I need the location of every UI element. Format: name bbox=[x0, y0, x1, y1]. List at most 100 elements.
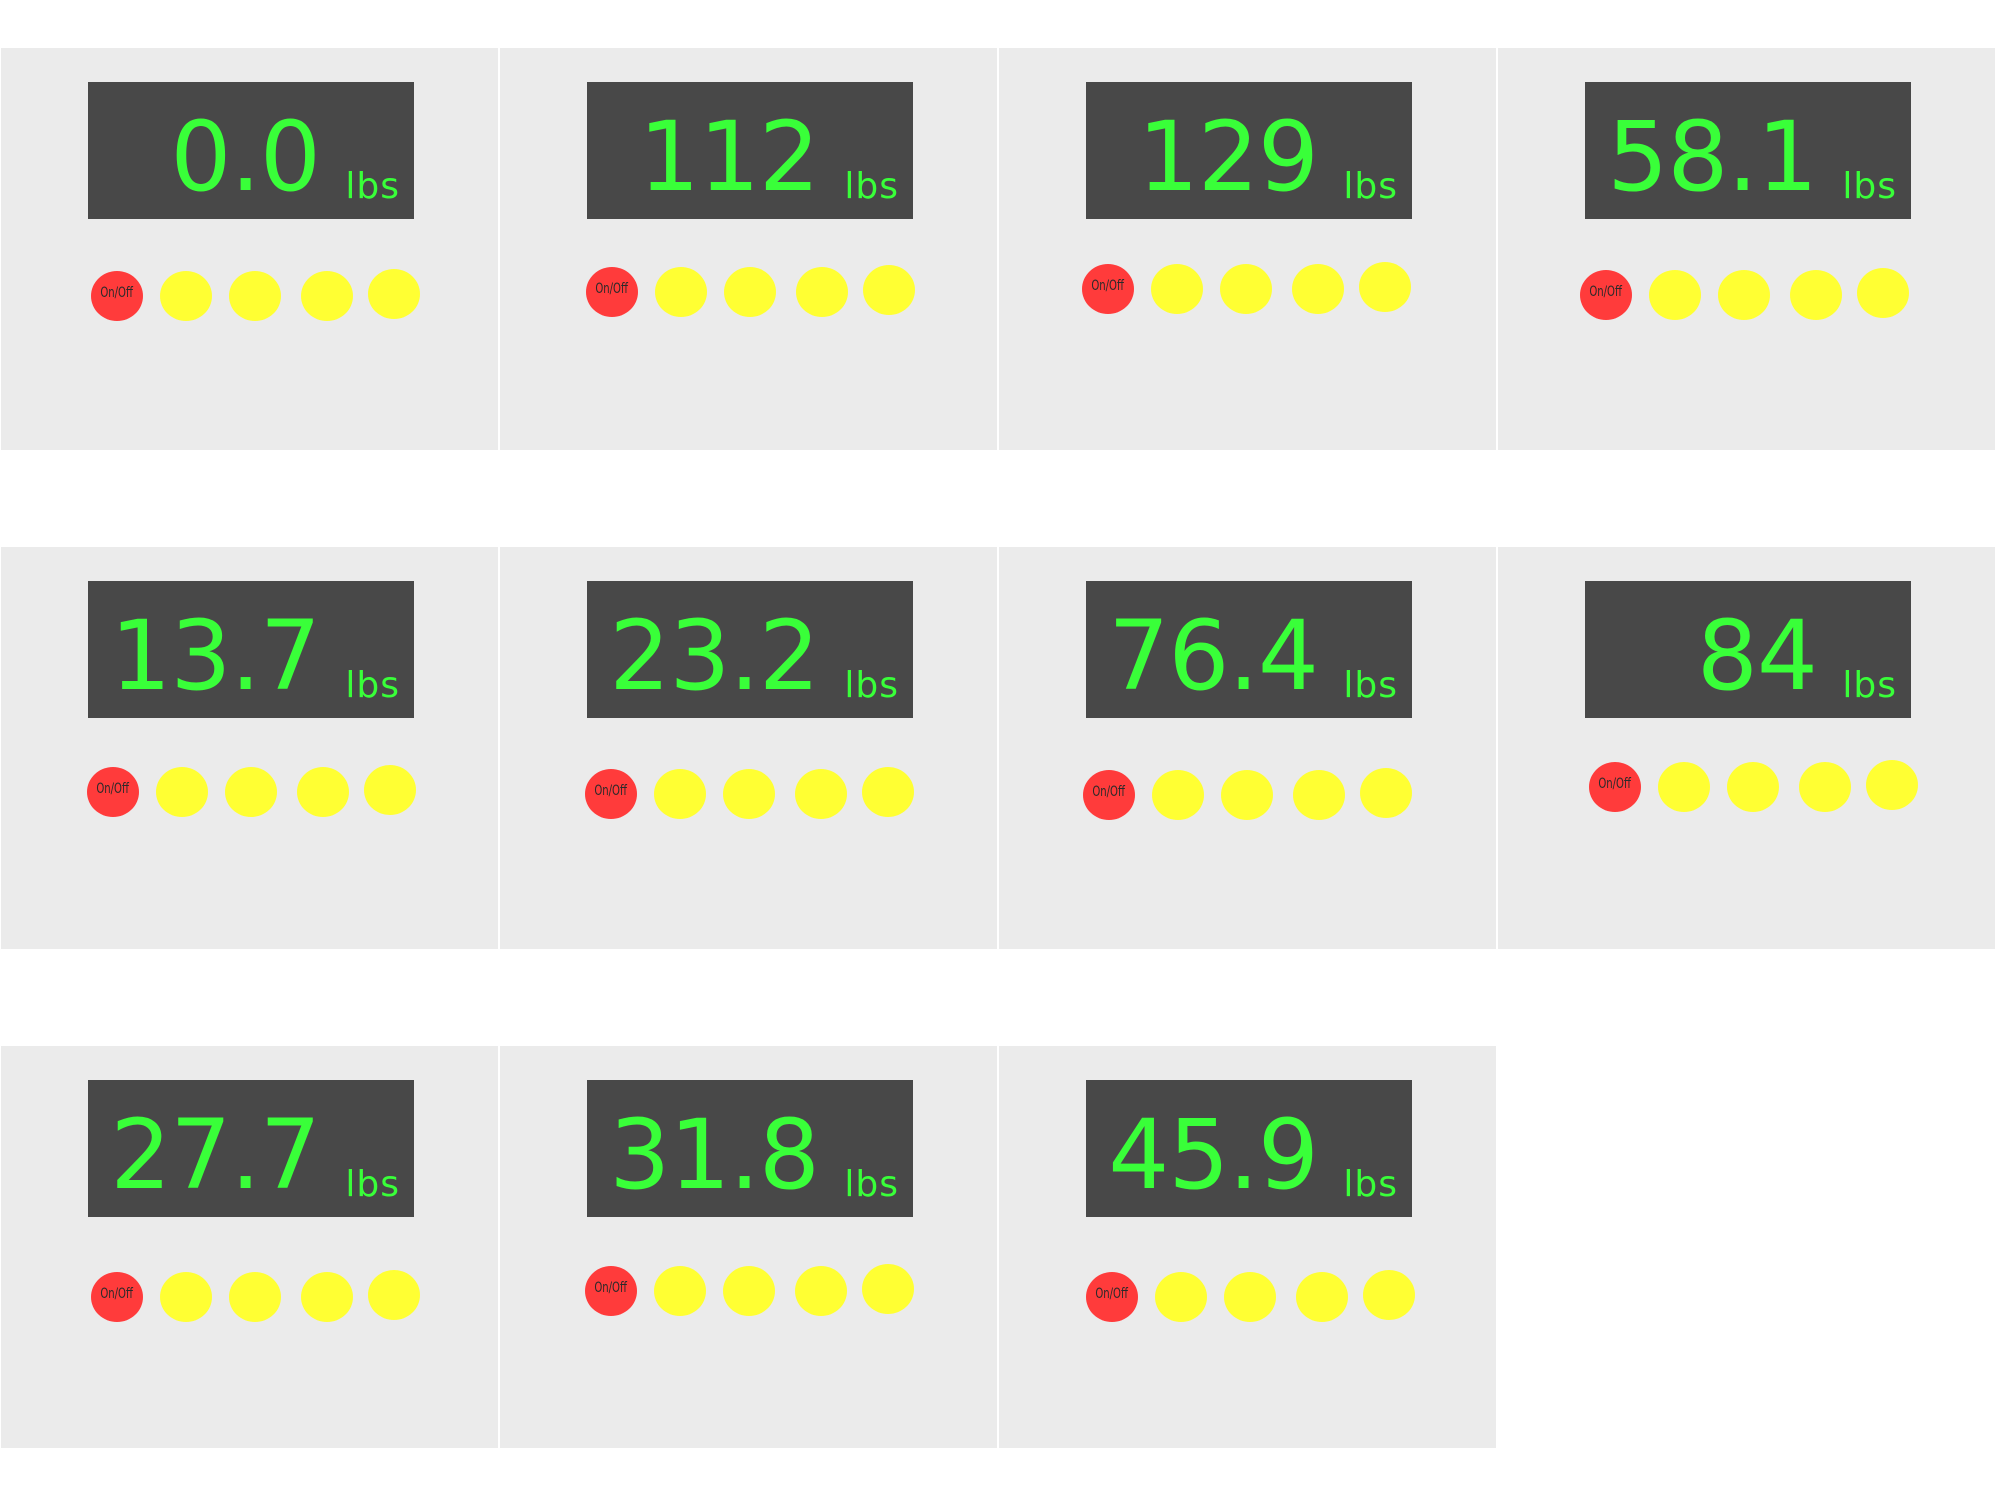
on-off-label: On/Off bbox=[100, 1286, 134, 1302]
function-button-2[interactable] bbox=[1727, 762, 1779, 812]
on-off-button[interactable]: On/Off bbox=[1083, 770, 1135, 820]
function-button-1[interactable] bbox=[160, 1272, 212, 1322]
button-row: On/Off bbox=[586, 265, 926, 319]
function-button-3[interactable] bbox=[301, 1272, 353, 1322]
on-off-label: On/Off bbox=[1589, 284, 1623, 300]
function-button-4[interactable] bbox=[862, 767, 914, 817]
on-off-label: On/Off bbox=[100, 285, 134, 301]
function-button-1[interactable] bbox=[156, 767, 208, 817]
button-row: On/Off bbox=[91, 1270, 431, 1324]
function-button-1[interactable] bbox=[654, 1266, 706, 1316]
function-button-1[interactable] bbox=[1658, 762, 1710, 812]
weight-unit: lbs bbox=[1842, 166, 1897, 207]
function-button-2[interactable] bbox=[1220, 264, 1272, 314]
weight-display: 13.7 lbs bbox=[88, 581, 414, 718]
weight-value: 0.0 bbox=[170, 101, 321, 213]
function-button-4[interactable] bbox=[1360, 768, 1412, 818]
function-button-2[interactable] bbox=[225, 767, 277, 817]
function-button-1[interactable] bbox=[1151, 264, 1203, 314]
weight-display: 0.0 lbs bbox=[88, 82, 414, 219]
function-button-2[interactable] bbox=[724, 267, 776, 317]
function-button-3[interactable] bbox=[297, 767, 349, 817]
function-button-2[interactable] bbox=[1224, 1272, 1276, 1322]
scale-panel: 58.1 lbs On/Off bbox=[1498, 48, 1995, 450]
function-button-1[interactable] bbox=[1152, 770, 1204, 820]
on-off-button[interactable]: On/Off bbox=[1082, 264, 1134, 314]
weight-unit: lbs bbox=[844, 166, 899, 207]
weight-display: 58.1 lbs bbox=[1585, 82, 1911, 219]
function-button-3[interactable] bbox=[1296, 1272, 1348, 1322]
on-off-label: On/Off bbox=[96, 781, 130, 797]
scale-panel: 45.9 lbs On/Off bbox=[999, 1046, 1496, 1448]
scale-panel: 27.7 lbs On/Off bbox=[1, 1046, 498, 1448]
on-off-button[interactable]: On/Off bbox=[1086, 1272, 1138, 1322]
weight-unit: lbs bbox=[1343, 665, 1398, 706]
function-button-1[interactable] bbox=[160, 271, 212, 321]
button-row: On/Off bbox=[1082, 262, 1422, 316]
function-button-1[interactable] bbox=[655, 267, 707, 317]
function-button-4[interactable] bbox=[368, 269, 420, 319]
scale-panel: 84 lbs On/Off bbox=[1498, 547, 1995, 949]
function-button-4[interactable] bbox=[863, 265, 915, 315]
weight-value: 31.8 bbox=[609, 1099, 820, 1211]
function-button-1[interactable] bbox=[1649, 270, 1701, 320]
scale-panel: 13.7 lbs On/Off bbox=[1, 547, 498, 949]
on-off-button[interactable]: On/Off bbox=[586, 267, 638, 317]
weight-value: 76.4 bbox=[1108, 600, 1319, 712]
weight-display: 45.9 lbs bbox=[1086, 1080, 1412, 1217]
weight-display: 112 lbs bbox=[587, 82, 913, 219]
function-button-1[interactable] bbox=[1155, 1272, 1207, 1322]
scale-panel: 129 lbs On/Off bbox=[999, 48, 1496, 450]
function-button-4[interactable] bbox=[368, 1270, 420, 1320]
on-off-button[interactable]: On/Off bbox=[1580, 270, 1632, 320]
weight-value: 112 bbox=[638, 101, 820, 213]
weight-value: 84 bbox=[1696, 600, 1818, 712]
weight-unit: lbs bbox=[1343, 1164, 1398, 1205]
function-button-2[interactable] bbox=[1221, 770, 1273, 820]
button-row: On/Off bbox=[87, 765, 427, 819]
weight-value: 129 bbox=[1137, 101, 1319, 213]
function-button-2[interactable] bbox=[229, 1272, 281, 1322]
function-button-1[interactable] bbox=[654, 769, 706, 819]
function-button-4[interactable] bbox=[1857, 268, 1909, 318]
function-button-2[interactable] bbox=[723, 1266, 775, 1316]
weight-display: 31.8 lbs bbox=[587, 1080, 913, 1217]
weight-value: 13.7 bbox=[110, 600, 321, 712]
weight-unit: lbs bbox=[844, 665, 899, 706]
weight-value: 23.2 bbox=[609, 600, 820, 712]
button-row: On/Off bbox=[91, 269, 431, 323]
function-button-2[interactable] bbox=[723, 769, 775, 819]
function-button-3[interactable] bbox=[301, 271, 353, 321]
function-button-3[interactable] bbox=[1292, 264, 1344, 314]
on-off-button[interactable]: On/Off bbox=[585, 1266, 637, 1316]
function-button-3[interactable] bbox=[795, 769, 847, 819]
button-row: On/Off bbox=[1589, 760, 1929, 814]
function-button-4[interactable] bbox=[364, 765, 416, 815]
weight-unit: lbs bbox=[345, 665, 400, 706]
scale-panel: 23.2 lbs On/Off bbox=[500, 547, 997, 949]
function-button-2[interactable] bbox=[229, 271, 281, 321]
weight-unit: lbs bbox=[1842, 665, 1897, 706]
function-button-3[interactable] bbox=[1293, 770, 1345, 820]
weight-display: 27.7 lbs bbox=[88, 1080, 414, 1217]
on-off-label: On/Off bbox=[594, 783, 628, 799]
weight-display: 23.2 lbs bbox=[587, 581, 913, 718]
function-button-3[interactable] bbox=[1799, 762, 1851, 812]
function-button-4[interactable] bbox=[1866, 760, 1918, 810]
function-button-4[interactable] bbox=[1363, 1270, 1415, 1320]
scale-panel: 76.4 lbs On/Off bbox=[999, 547, 1496, 949]
on-off-button[interactable]: On/Off bbox=[585, 769, 637, 819]
function-button-3[interactable] bbox=[796, 267, 848, 317]
function-button-3[interactable] bbox=[795, 1266, 847, 1316]
function-button-2[interactable] bbox=[1718, 270, 1770, 320]
function-button-3[interactable] bbox=[1790, 270, 1842, 320]
function-button-4[interactable] bbox=[862, 1264, 914, 1314]
on-off-button[interactable]: On/Off bbox=[87, 767, 139, 817]
function-button-4[interactable] bbox=[1359, 262, 1411, 312]
on-off-button[interactable]: On/Off bbox=[1589, 762, 1641, 812]
weight-unit: lbs bbox=[1343, 166, 1398, 207]
on-off-button[interactable]: On/Off bbox=[91, 271, 143, 321]
button-row: On/Off bbox=[1083, 768, 1423, 822]
on-off-button[interactable]: On/Off bbox=[91, 1272, 143, 1322]
